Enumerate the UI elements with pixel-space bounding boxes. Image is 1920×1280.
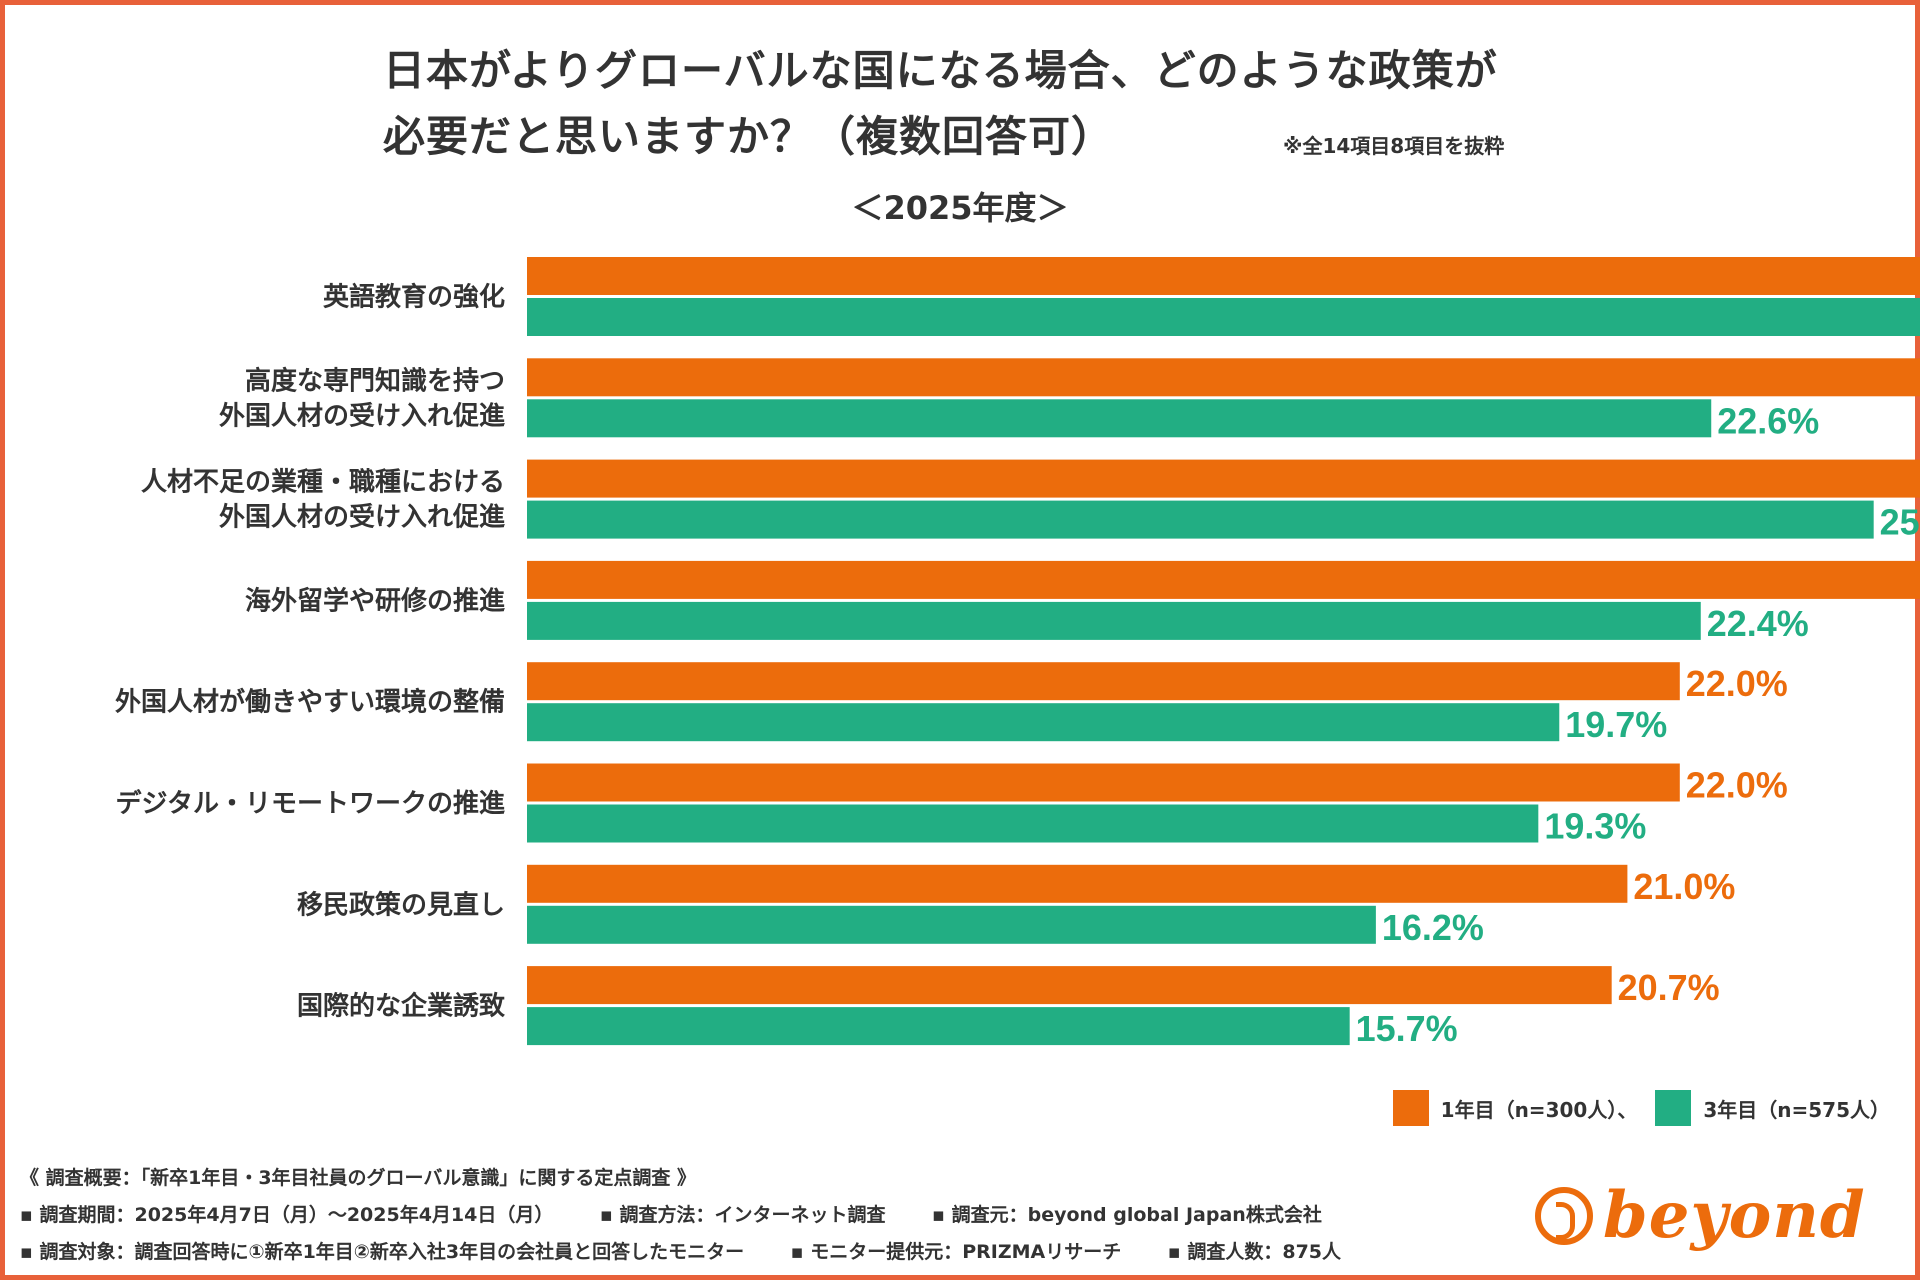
legend-swatch-year3 xyxy=(1655,1090,1692,1126)
category-label: 英語教育の強化 xyxy=(323,282,505,313)
legend-label-year3: 3年目（n=575人） xyxy=(1703,1097,1890,1122)
bar xyxy=(527,358,1920,397)
footer-provider: ▪ モニター提供元：PRIZMAリサーチ xyxy=(790,1241,1122,1263)
bar xyxy=(527,459,1920,498)
category-label: 外国人材が働きやすい環境の整備 xyxy=(115,687,505,718)
data-label: 25.7% xyxy=(1880,502,1920,543)
bar xyxy=(527,560,1920,599)
footer-count: ▪ 調査人数：875人 xyxy=(1167,1241,1342,1263)
data-label: 22.6% xyxy=(1717,400,1819,441)
data-label: 22.0% xyxy=(1686,765,1788,806)
logo-mark-icon xyxy=(1535,1186,1593,1245)
footer-heading: 《 調査概要：「新卒1年目・3年目社員のグローバル意識」に関する定点調査 》 xyxy=(20,1167,696,1189)
data-label: 15.7% xyxy=(1356,1008,1458,1049)
legend-item-year1: 1年目（n=300人）、 xyxy=(1392,1090,1638,1126)
bar xyxy=(527,662,1680,701)
legend-item-year3: 3年目（n=575人） xyxy=(1655,1090,1890,1126)
category-label: 高度な専門知識を持つ外国人材の受け入れ促進 xyxy=(219,365,505,431)
bar xyxy=(527,804,1539,843)
bar xyxy=(527,399,1712,438)
category-label: 海外留学や研修の推進 xyxy=(245,585,505,616)
chart-title-line1: 日本がよりグローバルな国になる場合、どのような政策が xyxy=(383,46,1498,95)
category-label: デジタル・リモートワークの推進 xyxy=(116,788,505,819)
data-label: 19.7% xyxy=(1565,704,1667,745)
data-label: 19.3% xyxy=(1544,806,1646,847)
legend-label-year1: 1年目（n=300人）、 xyxy=(1440,1097,1638,1122)
legend-swatch-year1 xyxy=(1392,1090,1429,1126)
bar xyxy=(527,601,1701,640)
footer-source: ▪ 調査元：beyond global Japan株式会社 xyxy=(932,1204,1322,1226)
data-label: 22.4% xyxy=(1707,603,1809,644)
bar xyxy=(527,905,1376,944)
logo-wordmark: beyond xyxy=(1603,1178,1866,1253)
chart-subtitle: ＜2025年度＞ xyxy=(851,189,1069,227)
bar xyxy=(527,864,1628,903)
brand-logo: beyond xyxy=(1535,1178,1866,1253)
data-label: 20.7% xyxy=(1618,967,1720,1008)
category-label: 移民政策の見直し xyxy=(297,889,505,920)
bar xyxy=(527,703,1560,742)
chart-title-line2: 必要だと思いますか？（複数回答可） xyxy=(383,112,1115,161)
footer-method: ▪ 調査方法：インターネット調査 xyxy=(599,1204,886,1226)
chart-note: ※全14項目8項目を抜粋 xyxy=(1283,134,1505,158)
bar xyxy=(527,500,1874,539)
bar-chart: 英語教育の強化31.3%31.3%高度な専門知識を持つ外国人材の受け入れ促進28… xyxy=(115,257,1920,1049)
bar xyxy=(527,1007,1350,1046)
bar xyxy=(527,763,1680,802)
category-label: 人材不足の業種・職種における外国人材の受け入れ促進 xyxy=(141,468,505,533)
data-label: 22.0% xyxy=(1686,663,1788,704)
footer-period: ▪ 調査期間：2025年4月7日（月）～2025年4月14日（月） xyxy=(20,1204,554,1226)
legend: 1年目（n=300人）、 3年目（n=575人） xyxy=(1375,1090,1890,1126)
bar xyxy=(527,966,1612,1005)
chart-title: 日本がよりグローバルな国になる場合、どのような政策が 必要だと思いますか？（複数… xyxy=(383,38,1498,170)
data-label: 21.0% xyxy=(1633,866,1735,907)
category-label: 国際的な企業誘致 xyxy=(297,991,506,1022)
data-label: 16.2% xyxy=(1382,907,1484,948)
footer-target: ▪ 調査対象：調査回答時に①新卒1年目②新卒入社3年目の会社員と回答したモニター xyxy=(20,1241,745,1263)
bar xyxy=(527,298,1920,336)
bar xyxy=(527,257,1920,295)
survey-footer: 《 調査概要：「新卒1年目・3年目社員のグローバル意識」に関する定点調査 》 ▪… xyxy=(20,1160,1381,1271)
